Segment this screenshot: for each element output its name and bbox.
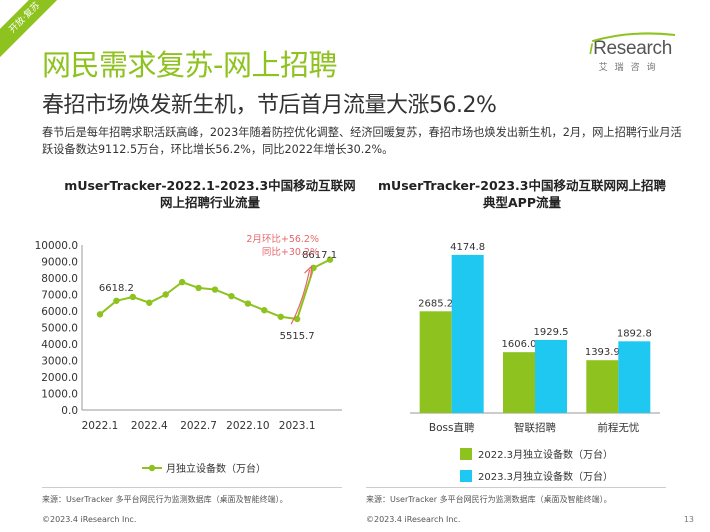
- bar-value-label: 1929.5: [534, 327, 569, 338]
- x-tick-label: 2022.10: [226, 420, 269, 432]
- y-tick-label: 5000.0: [41, 323, 78, 335]
- category-label: 前程无忧: [597, 421, 639, 434]
- description-paragraph: 春节后是每年招聘求职活跃高峰，2023年随着防控优化调整、经济回暖复苏，春招市场…: [42, 126, 682, 156]
- data-point: [129, 293, 137, 301]
- data-point: [162, 291, 169, 298]
- footer-divider-left: [42, 487, 342, 488]
- data-point: [244, 300, 252, 307]
- data-point: [293, 315, 301, 323]
- y-tick-label: 8000.0: [41, 273, 78, 285]
- legend-label: 月独立设备数（万台）: [166, 462, 266, 475]
- legend-swatch: [460, 470, 472, 482]
- data-point: [228, 292, 235, 300]
- logo-wordmark: iResearch: [589, 38, 672, 59]
- y-tick-label: 4000.0: [41, 339, 78, 351]
- data-point: [261, 306, 268, 314]
- line-chart-title: mUserTracker-2022.1-2023.3中国移动互联网网上招聘行业流…: [64, 178, 356, 210]
- page-subtitle: 春招市场焕发新生机，节后首月流量大涨56.2%: [42, 93, 497, 118]
- bar: [503, 352, 535, 413]
- annotation-text: 同比+30.2%: [262, 246, 319, 258]
- y-tick-label: 10000.0: [35, 240, 78, 252]
- data-point: [326, 256, 334, 263]
- copyright-left: ©2023.4 iResearch Inc.: [42, 515, 137, 524]
- category-label: Boss直聘: [429, 421, 475, 434]
- data-point: [178, 278, 186, 286]
- x-tick-label: 2022.4: [131, 420, 168, 432]
- y-tick-label: 1000.0: [41, 389, 78, 401]
- line-chart: 0.0 1000.0 2000.0 3000.0 4000.0 5000.0 6000.0 7…: [35, 233, 342, 475]
- logo-swoosh-icon: [592, 32, 676, 42]
- bar: [451, 254, 484, 413]
- legend-marker: [148, 464, 156, 472]
- data-point: [146, 299, 153, 306]
- x-tick-label: 2023.1: [279, 420, 316, 432]
- bar-value-label: 1892.8: [617, 328, 652, 339]
- annotation-arrowhead: [304, 264, 313, 279]
- footer-divider-right: [366, 487, 666, 488]
- legend-swatch: [460, 448, 472, 460]
- data-label: 8617.1: [302, 250, 337, 261]
- source-note-left: 来源：UserTracker 多平台网民行为监测数据库（桌面及智能终端）。: [42, 495, 288, 504]
- page-number: 13: [683, 515, 694, 524]
- bar-value-label: 1393.9: [585, 347, 620, 358]
- bar: [419, 311, 452, 413]
- annotation-text: 2月环比+56.2%: [246, 233, 319, 245]
- bar-value-label: 4174.8: [450, 242, 485, 253]
- bar-value-label: 2685.2: [418, 298, 453, 309]
- iresearch-logo: iResearch 艾瑞咨询: [589, 32, 676, 73]
- category-label: 智联招聘: [514, 421, 556, 434]
- data-label: 6618.2: [99, 283, 134, 294]
- logo-subtitle: 艾瑞咨询: [598, 63, 663, 73]
- y-tick-label: 9000.0: [41, 257, 78, 269]
- data-point: [211, 286, 219, 293]
- bar-value-label: 1606.0: [502, 339, 537, 350]
- page-title: 网民需求复苏-网上招聘: [42, 48, 337, 82]
- y-tick-label: 0.0: [61, 405, 78, 417]
- data-point: [195, 284, 202, 292]
- y-tick-label: 7000.0: [41, 290, 78, 302]
- data-point: [113, 297, 120, 304]
- bar: [618, 341, 651, 413]
- bar: [586, 360, 619, 413]
- x-tick-label: 2022.7: [180, 420, 217, 432]
- copyright-right: ©2023.4 iResearch Inc.: [366, 515, 461, 524]
- data-point: [96, 311, 104, 318]
- annotation-arrow: [290, 269, 311, 325]
- bar: [535, 339, 567, 413]
- legend-label: 2023.3月独立设备数（万台）: [478, 470, 613, 483]
- y-tick-label: 6000.0: [41, 306, 78, 318]
- x-tick-label: 2022.1: [82, 420, 119, 432]
- data-label: 5515.7: [280, 331, 315, 342]
- source-note-right: 来源：UserTracker 多平台网民行为监测数据库（桌面及智能终端）。: [366, 495, 612, 504]
- data-point: [277, 313, 284, 320]
- legend-label: 2022.3月独立设备数（万台）: [478, 448, 613, 461]
- bar-chart-title: mUserTracker-2023.3中国移动互联网网上招聘典型APP流量: [378, 178, 666, 210]
- y-tick-label: 3000.0: [41, 356, 78, 368]
- y-tick-label: 2000.0: [41, 372, 78, 384]
